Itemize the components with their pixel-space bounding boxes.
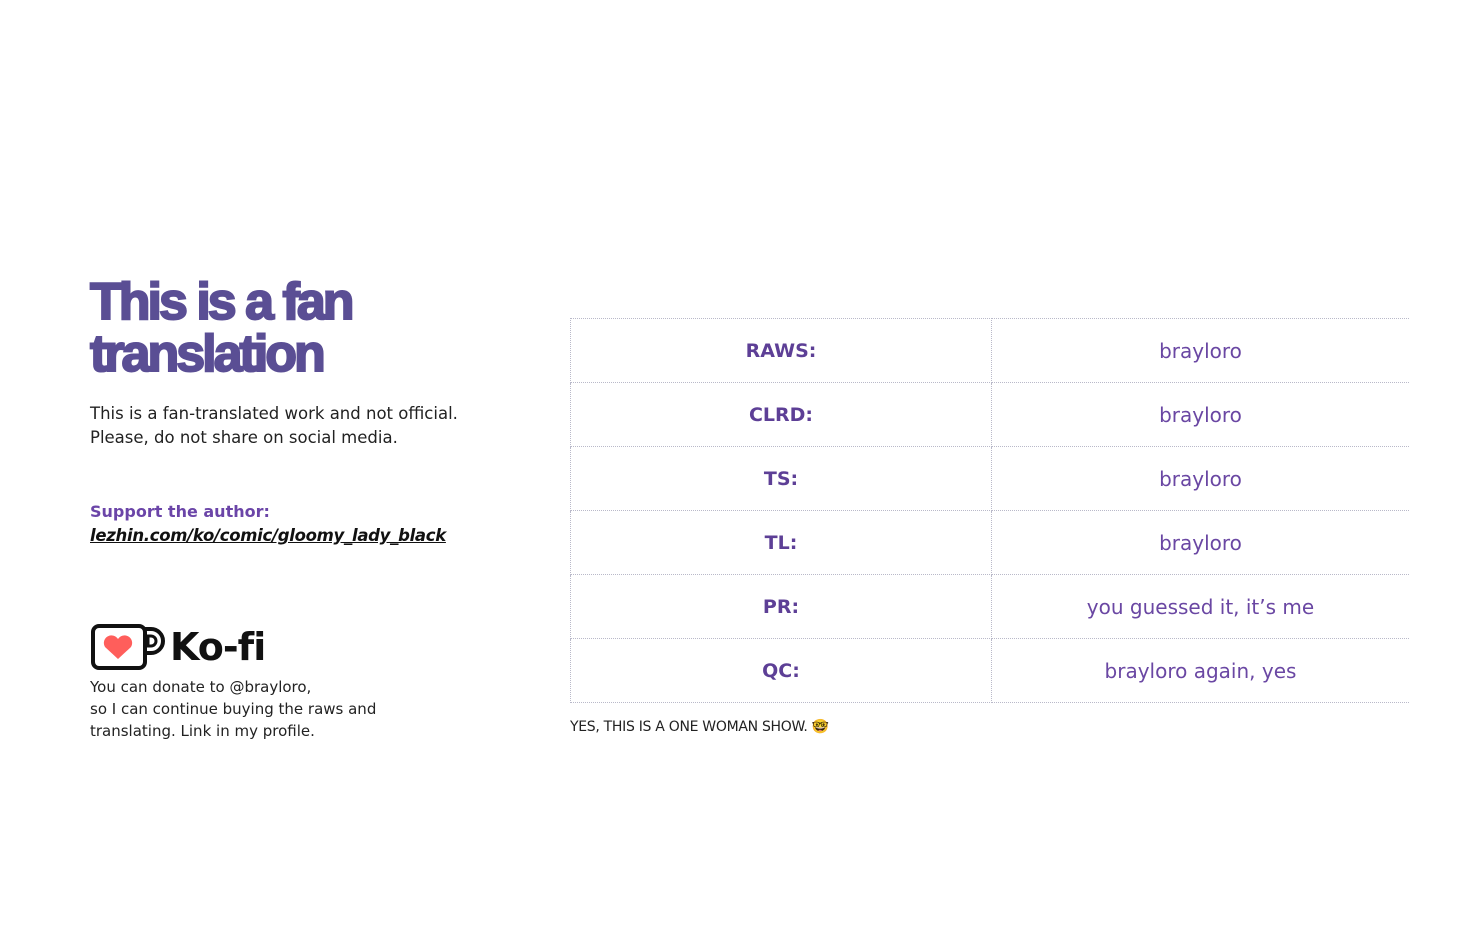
role-cell: QC: [570,638,992,703]
footer-note: YES, THIS IS A ONE WOMAN SHOW. 🤓 [570,719,829,735]
kofi-brand: Ko-fi [170,625,266,669]
name-cell: brayloro [991,446,1409,511]
donate-text: You can donate to @brayloro, so I can co… [90,676,376,742]
role-cell: RAWS: [570,318,992,383]
page-title: This is a fan translation [89,273,356,383]
kofi-cup-icon [91,624,165,670]
kofi-logo: Ko-fi [90,622,266,672]
role-cell: TL: [570,510,992,575]
donate-line: You can donate to @brayloro, [90,678,312,696]
table-row: CLRD: brayloro [570,382,1409,447]
table-row: RAWS: brayloro [570,318,1409,383]
name-cell: you guessed it, it’s me [991,574,1409,639]
name-cell: brayloro [991,318,1409,383]
donate-line: translating. Link in my profile. [90,722,315,740]
donate-line: so I can continue buying the raws and [90,700,377,718]
role-cell: PR: [570,574,992,639]
name-cell: brayloro again, yes [991,638,1409,703]
credits-table: RAWS: brayloro CLRD: brayloro TS: brayloro … [570,318,1409,703]
title-line-1: This is a fan [89,273,356,331]
table-row: TL: brayloro [570,510,1409,575]
author-link[interactable]: lezhin.com/ko/comic/gloomy_lady_black [90,526,446,545]
role-cell: CLRD: [570,382,992,447]
name-cell: brayloro [991,510,1409,575]
name-cell: brayloro [991,382,1409,447]
title-line-2: translation [89,325,327,383]
table-row: PR: you guessed it, it’s me [570,574,1409,639]
table-row: TS: brayloro [570,446,1409,511]
disclaimer-text: This is a fan-translated work and not of… [90,404,458,447]
table-row: QC: brayloro again, yes [570,638,1409,703]
role-cell: TS: [570,446,992,511]
support-label: Support the author: [90,502,270,521]
